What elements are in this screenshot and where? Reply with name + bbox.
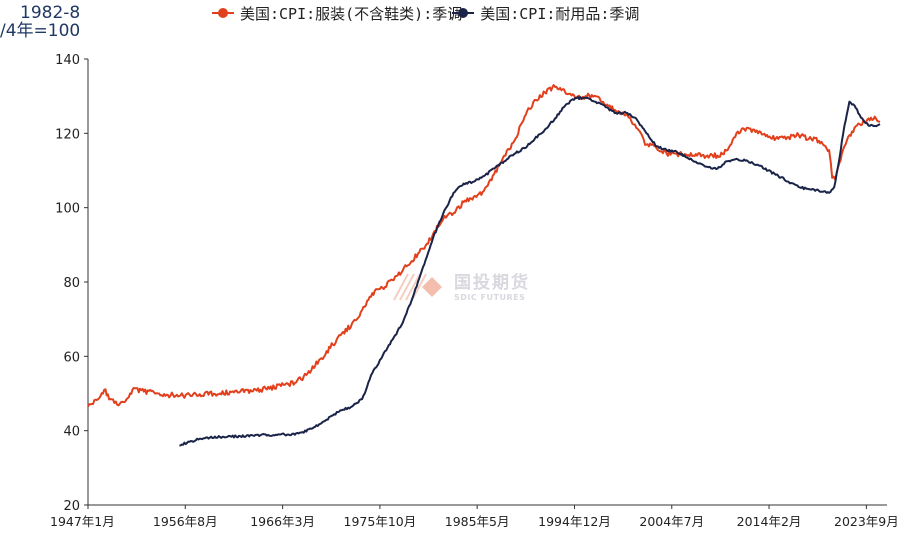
y-unit-label-line1: 1982-8 <box>20 3 81 23</box>
legend: 美国:CPI:服装(不含鞋类):季调 美国:CPI:耐用品:季调 <box>212 3 639 23</box>
y-tick-label: 120 <box>55 127 80 142</box>
legend-label-apparel: 美国:CPI:服装(不含鞋类):季调 <box>240 4 463 23</box>
x-tick-label: 2014年2月 <box>737 514 802 529</box>
y-tick-label: 100 <box>55 202 80 217</box>
legend-swatch-apparel-icon <box>212 6 234 20</box>
x-tick-label: 1985年5月 <box>445 514 510 529</box>
y-tick-label: 60 <box>63 350 80 365</box>
x-tick-label: 2004年7月 <box>639 514 704 529</box>
y-tick-label: 140 <box>55 53 80 68</box>
x-tick-label: 1947年1月 <box>50 514 115 529</box>
x-tick-label: 2023年9月 <box>834 514 899 529</box>
y-unit-label-line2: /4年=100 <box>0 21 81 41</box>
x-tick-label: 1956年8月 <box>153 514 218 529</box>
series-line-apparel <box>87 84 881 408</box>
watermark-name-en: SDIC FUTURES <box>454 292 526 302</box>
y-tick-label: 40 <box>63 425 80 440</box>
legend-dot-durables <box>458 8 469 18</box>
legend-label-durables: 美国:CPI:耐用品:季调 <box>480 4 640 23</box>
x-tick-label: 1994年12月 <box>538 514 611 529</box>
series-line-durables <box>179 96 881 447</box>
x-tick-label: 1966年3月 <box>250 514 315 529</box>
y-tick-label: 80 <box>63 276 80 291</box>
legend-swatch-durables-icon <box>452 6 475 20</box>
legend-item-apparel[interactable]: 美国:CPI:服装(不含鞋类):季调 <box>212 3 462 24</box>
watermark-name-cn: 国投期货 <box>454 272 530 293</box>
x-tick-label: 1975年10月 <box>344 514 417 529</box>
legend-item-durables[interactable]: 美国:CPI:耐用品:季调 <box>452 3 639 24</box>
legend-dot-apparel <box>218 8 228 18</box>
y-tick-label: 20 <box>63 499 80 514</box>
